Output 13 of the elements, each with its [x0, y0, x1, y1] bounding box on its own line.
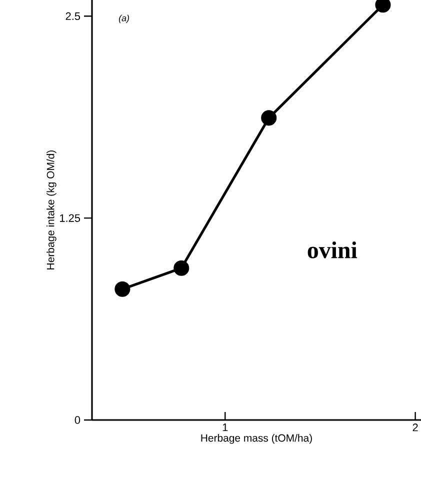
- point: [174, 260, 190, 276]
- y-axis-title: Herbage intake (kg OM/d): [46, 150, 56, 270]
- x-tick-label: 1: [222, 424, 228, 432]
- y-tick-label: 1.25: [60, 214, 80, 222]
- annotation: (a): [118, 14, 129, 24]
- y-tick-label: 2.5: [66, 12, 80, 20]
- point: [261, 110, 277, 126]
- y-tick-label: 0: [74, 416, 80, 424]
- x-tick-label: 2: [412, 424, 418, 432]
- point: [114, 281, 130, 297]
- annotation: ovini: [308, 241, 358, 258]
- point: [375, 0, 391, 13]
- x-axis-title: Herbage mass (tOM/ha): [201, 434, 312, 444]
